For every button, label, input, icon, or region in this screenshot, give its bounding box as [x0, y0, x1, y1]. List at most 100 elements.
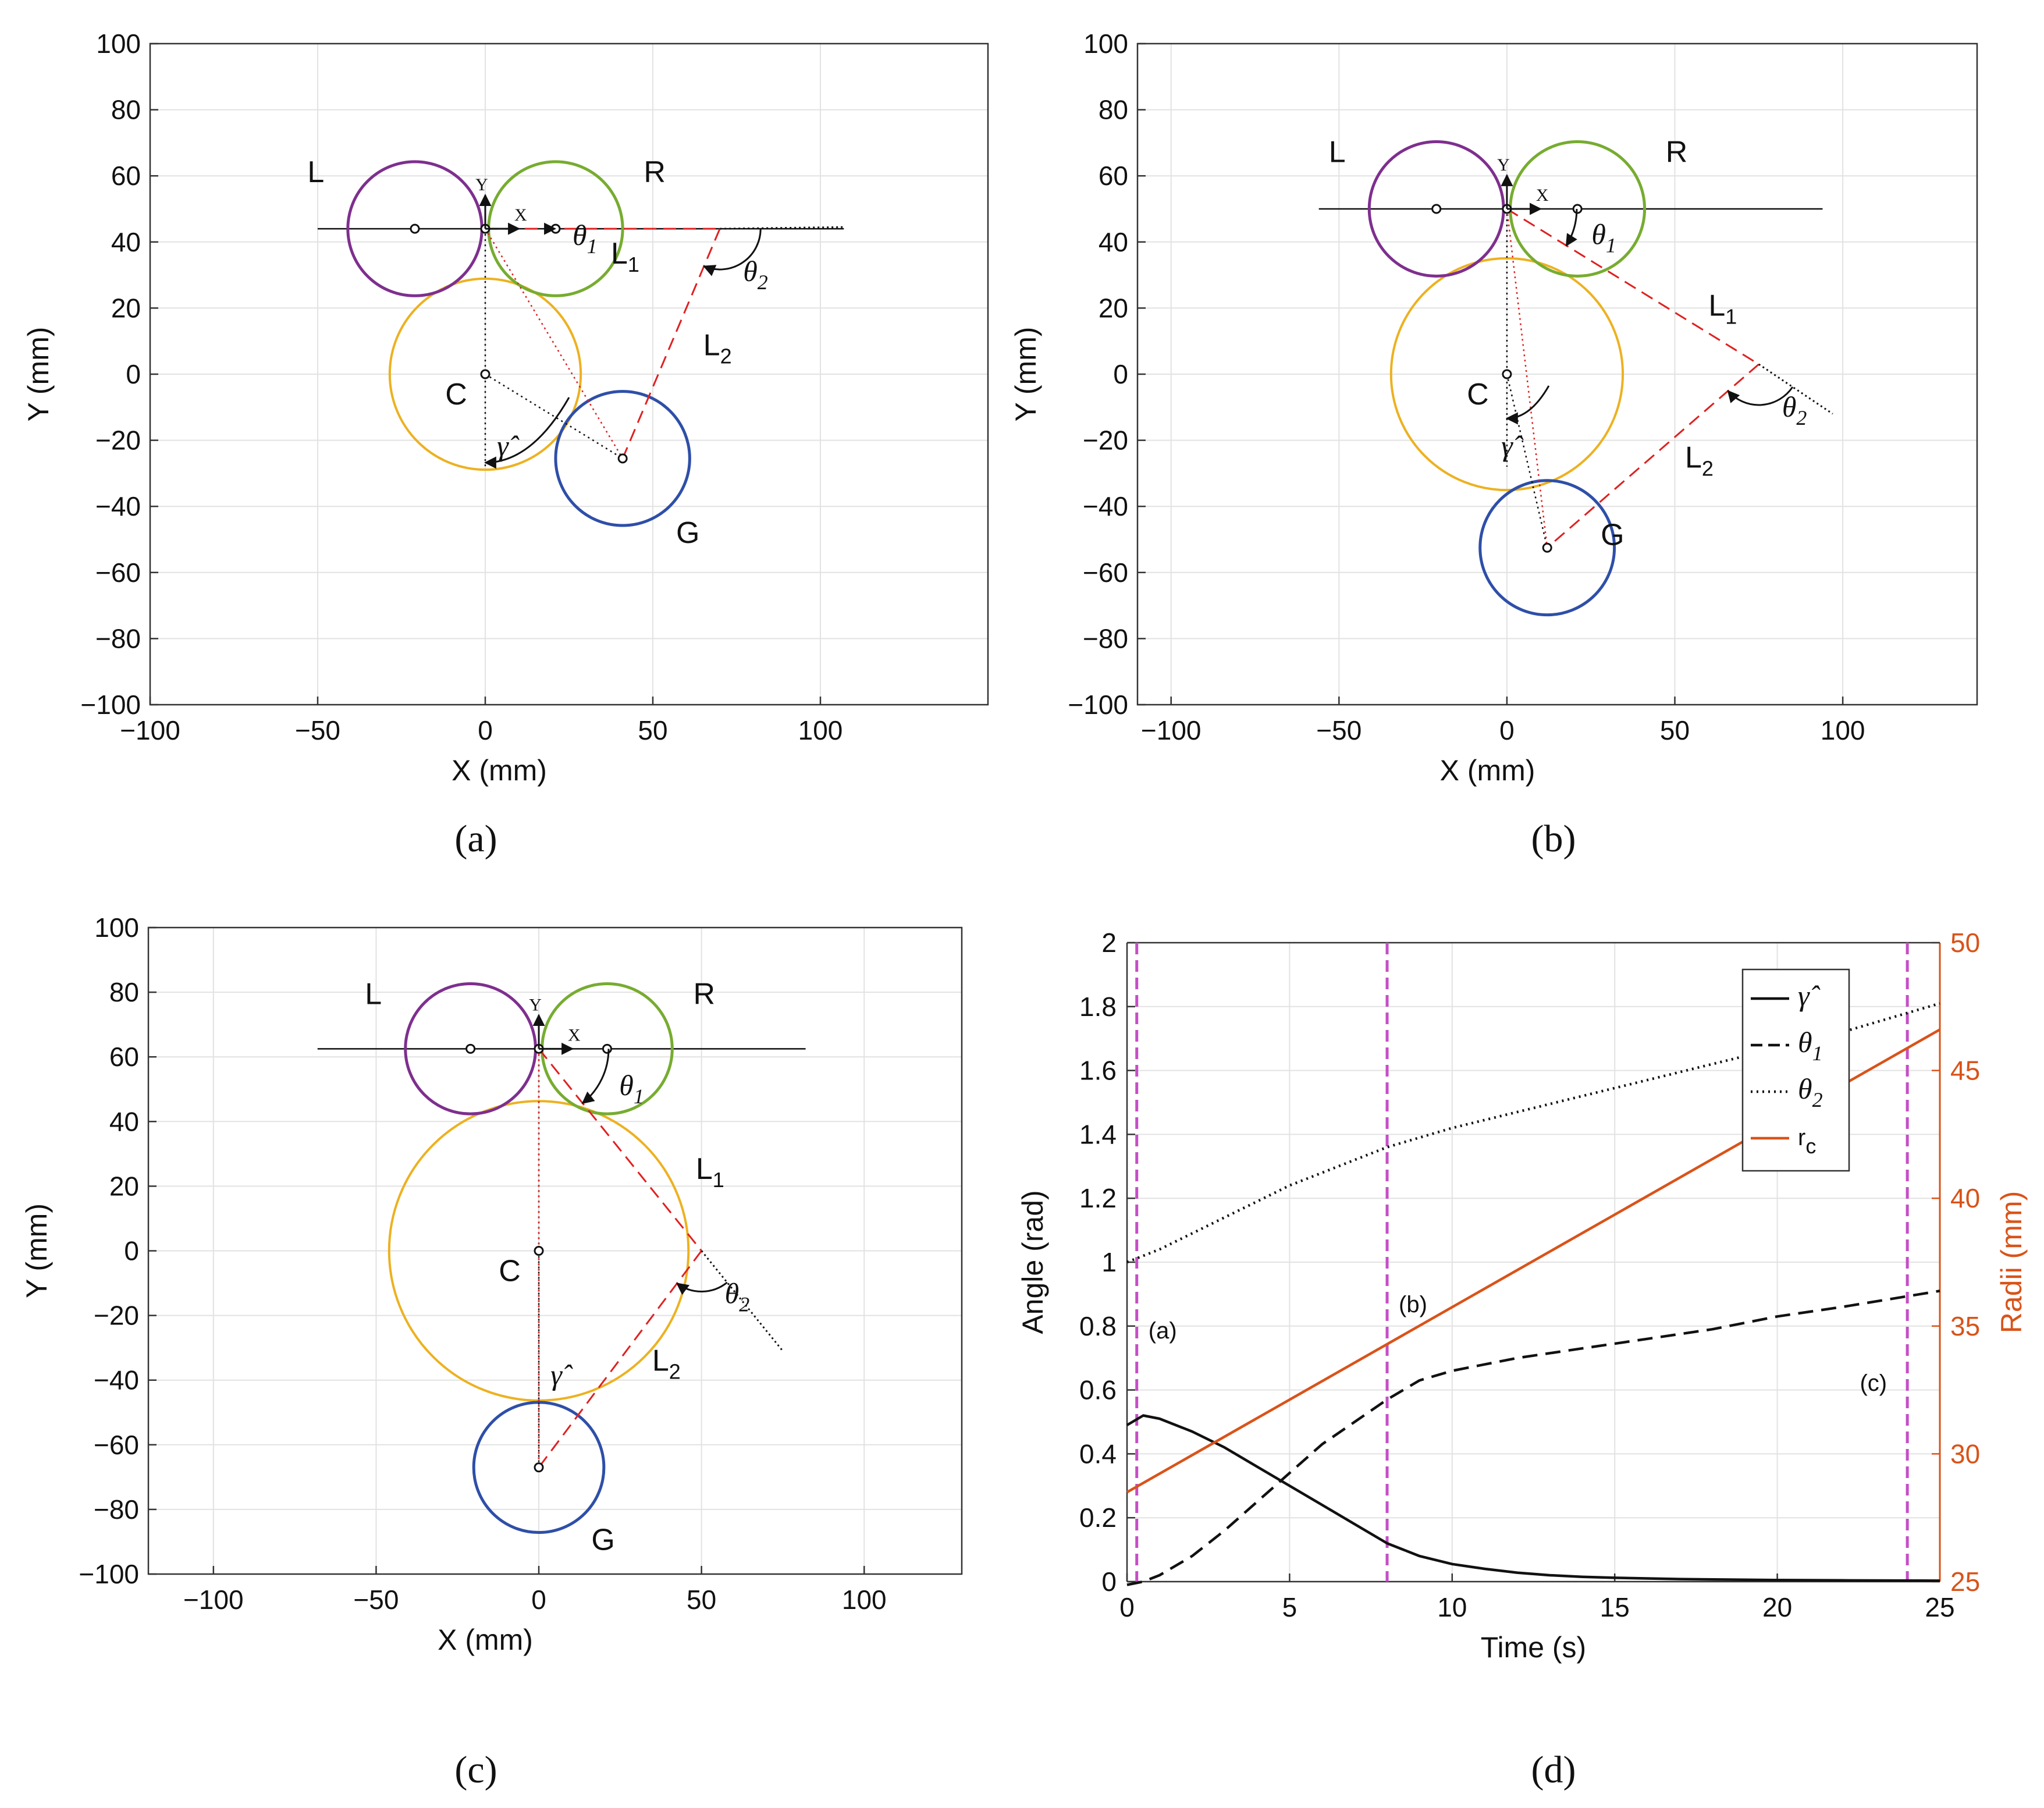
x-tick-label-d: 10	[1437, 1592, 1467, 1622]
label-g-c: G	[591, 1523, 614, 1557]
series-gamma-hat	[1126, 1414, 1940, 1582]
label-l-a: L	[307, 155, 324, 189]
label-c-c: C	[499, 1255, 521, 1288]
y-tick-label-b: −60	[1083, 557, 1128, 588]
y-tick-label-c: −40	[94, 1365, 139, 1395]
panel-a: −100 −50 0 50 100 −100 −80 −60 −40 −20 0 20 40 60 80 10…	[22, 29, 989, 860]
x-tick-label-c: −50	[353, 1585, 399, 1615]
x-tick-label-b: −100	[1141, 715, 1201, 745]
y-left-tick-label-d: 0.8	[1079, 1311, 1117, 1341]
y-tick-label-b: 40	[1099, 227, 1128, 257]
y-tick-label-b: 0	[1113, 359, 1128, 389]
label-theta1-a: θ1	[573, 219, 598, 258]
link-l2-c	[538, 1250, 702, 1468]
y-tick-label-c: 80	[109, 977, 139, 1007]
label-c-b: C	[1467, 378, 1489, 411]
y-left-tick-label-d: 0.6	[1079, 1375, 1117, 1405]
goal-circle-c	[472, 1401, 606, 1535]
theta2-arc-c	[676, 1281, 728, 1295]
x-axis-label-b: X (mm)	[1440, 754, 1535, 787]
y-right-tick-label-d: 40	[1950, 1183, 1980, 1213]
label-theta1-b: θ1	[1591, 218, 1616, 257]
label-l-b: L	[1329, 136, 1346, 169]
x-axis-label-a: X (mm)	[452, 754, 547, 787]
frame-y-label-a: Y	[475, 175, 488, 194]
center-point-c-a	[480, 369, 490, 379]
y-tick-label-c: 60	[109, 1042, 139, 1072]
y-right-tick-label-d: 35	[1950, 1311, 1980, 1341]
link-l1-b	[1506, 208, 1759, 365]
center-point-g-a	[617, 453, 628, 464]
y-left-tick-label-d: 0	[1101, 1567, 1117, 1597]
x-tick-label-a: −50	[295, 715, 340, 745]
x-tick-label-c: 0	[531, 1585, 546, 1615]
center-goal-line-b	[1506, 374, 1548, 548]
theta1-arc-b	[1565, 208, 1578, 247]
label-theta2-a: θ2	[743, 255, 768, 294]
y-axis-label-b: Y (mm)	[1009, 327, 1042, 422]
y-left-tick-label-d: 0.4	[1079, 1438, 1117, 1469]
center-point-c-c	[534, 1246, 544, 1256]
x-tick-label-b: 0	[1499, 715, 1515, 745]
y-axis-label-c: Y (mm)	[20, 1203, 53, 1298]
panel-label-b: (b)	[1531, 818, 1576, 860]
link-l1-c	[538, 1048, 702, 1252]
label-l-c: L	[365, 977, 382, 1011]
center-point-g-b	[1542, 542, 1552, 553]
center-point-r-c	[602, 1043, 612, 1054]
legend-label-1: θ1	[1798, 1026, 1823, 1065]
center-goal-line-a	[485, 373, 623, 459]
frame-x-label-a: X	[514, 205, 527, 225]
y-tick-label-b: −100	[1068, 690, 1128, 720]
y-left-axis-label-d: Angle (rad)	[1016, 1190, 1049, 1334]
y-tick-label-b: 100	[1083, 29, 1128, 59]
label-l2-b: L2	[1685, 441, 1714, 481]
y-tick-label-b: 20	[1099, 293, 1128, 323]
legend-box	[1741, 968, 1850, 1172]
y-tick-label-c: 20	[109, 1171, 139, 1201]
y-tick-label-a: −20	[95, 425, 141, 456]
x-tick-label-a: 100	[798, 715, 843, 745]
y-tick-label-c: −100	[79, 1559, 139, 1589]
label-theta1-c: θ1	[619, 1069, 644, 1108]
y-left-tick-label-d: 2	[1101, 928, 1117, 958]
x-tick-label-a: −100	[120, 715, 180, 745]
x-tick-label-c: −100	[183, 1585, 244, 1615]
center-point-l-a	[410, 223, 420, 234]
l1-extension-b	[1758, 363, 1833, 415]
panel-label-c: (c)	[454, 1749, 497, 1791]
frame-x-label-c: X	[568, 1025, 581, 1045]
y-tick-label-c: −20	[94, 1301, 139, 1331]
y-tick-label-c: −80	[94, 1494, 139, 1525]
panel-label-a: (a)	[454, 818, 497, 860]
theta2-arc-b	[1727, 386, 1794, 406]
y-right-axis-label-d: Radii (mm)	[1995, 1191, 2028, 1333]
panel-c: −100 −50 0 50 100 −100 −80 −60 −40 −20 0 20 40 60 80 10…	[20, 912, 963, 1791]
x-tick-label-d: 5	[1282, 1592, 1298, 1622]
panel-label-d: (d)	[1531, 1749, 1576, 1791]
x-tick-label-c: 50	[687, 1585, 716, 1615]
plot-area-a: −100 −50 0 50 100 −100 −80 −60 −40 −20 0 20 40 60 80 10…	[22, 29, 989, 787]
frame-x-label-b: X	[1536, 186, 1549, 205]
label-theta2-c: θ2	[725, 1277, 750, 1316]
x-axis-label-d: Time (s)	[1481, 1631, 1586, 1664]
y-right-tick-label-d: 25	[1950, 1567, 1980, 1597]
label-c-a: C	[445, 378, 467, 411]
x-tick-label-d: 0	[1119, 1592, 1135, 1622]
y-tick-label-b: 80	[1099, 95, 1128, 125]
frame-y-label-b: Y	[1497, 155, 1510, 175]
y-tick-label-b: −20	[1083, 425, 1128, 456]
label-g-b: G	[1601, 518, 1624, 552]
y-tick-label-c: 40	[109, 1106, 139, 1136]
y-tick-label-a: 80	[111, 95, 141, 125]
y-tick-label-c: 100	[94, 912, 139, 943]
label-l1-a: L1	[611, 237, 639, 276]
label-r-b: R	[1666, 136, 1688, 169]
label-theta2-b: θ2	[1782, 390, 1807, 429]
marker-label-b: (b)	[1399, 1292, 1427, 1317]
frame-y-label-c: Y	[529, 995, 542, 1014]
theta2-arc-a	[702, 228, 762, 276]
legend-label-2: θ2	[1798, 1072, 1823, 1111]
plot-area-c: −100 −50 0 50 100 −100 −80 −60 −40 −20 0 20 40 60 80 10…	[20, 912, 963, 1656]
